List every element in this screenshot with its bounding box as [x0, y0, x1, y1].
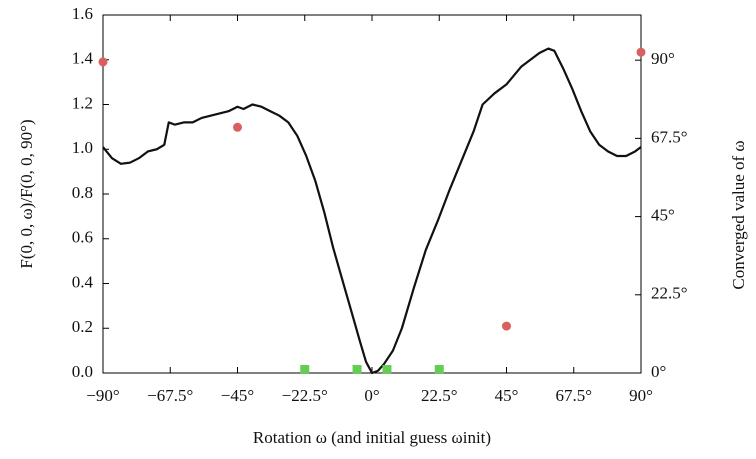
y2-tick-label: 45° [651, 205, 675, 224]
point [502, 321, 511, 331]
x-tick-label: −67.5° [147, 386, 193, 405]
x-tick-label: 90° [629, 386, 653, 405]
point [300, 365, 310, 375]
x-tick-label: −45° [221, 386, 254, 405]
y-axis-title: F(0, 0, ω)/F(0, 0, 90°) [17, 119, 36, 268]
y-tick-label: 0.2 [72, 317, 93, 336]
y-tick-label: 1.6 [72, 4, 93, 23]
point [98, 57, 108, 67]
y2-tick-label: 90° [651, 49, 675, 68]
x-tick-label: 45° [495, 386, 519, 405]
point [434, 365, 444, 375]
plot-frame [102, 14, 642, 374]
y2-axis-title: Converged value of ω [729, 140, 748, 289]
line [102, 47, 642, 375]
y2-tick-label: 0° [651, 362, 666, 381]
point [233, 122, 242, 132]
point [636, 47, 646, 57]
y-tick-label: 1.0 [72, 138, 93, 157]
x-tick-label: 0° [364, 386, 379, 405]
x-tick-label: 22.5° [421, 386, 458, 405]
point [352, 365, 362, 375]
y-tick-label: 0.8 [72, 183, 93, 202]
y-tick-label: 0.0 [72, 362, 93, 381]
y2-tick-label: 22.5° [651, 284, 688, 303]
y-tick-label: 1.2 [72, 93, 93, 112]
x-tick-label: −90° [86, 386, 119, 405]
x-tick-label: 67.5° [555, 386, 592, 405]
x-tick-label: −22.5° [282, 386, 328, 405]
y-tick-label: 0.4 [72, 272, 94, 291]
x-axis-title: Rotation ω (and initial guess ωinit) [253, 428, 491, 447]
y-tick-label: 0.6 [72, 228, 93, 247]
point [382, 365, 392, 375]
y-tick-label: 1.4 [72, 49, 94, 68]
y2-tick-label: 67.5° [651, 127, 688, 146]
